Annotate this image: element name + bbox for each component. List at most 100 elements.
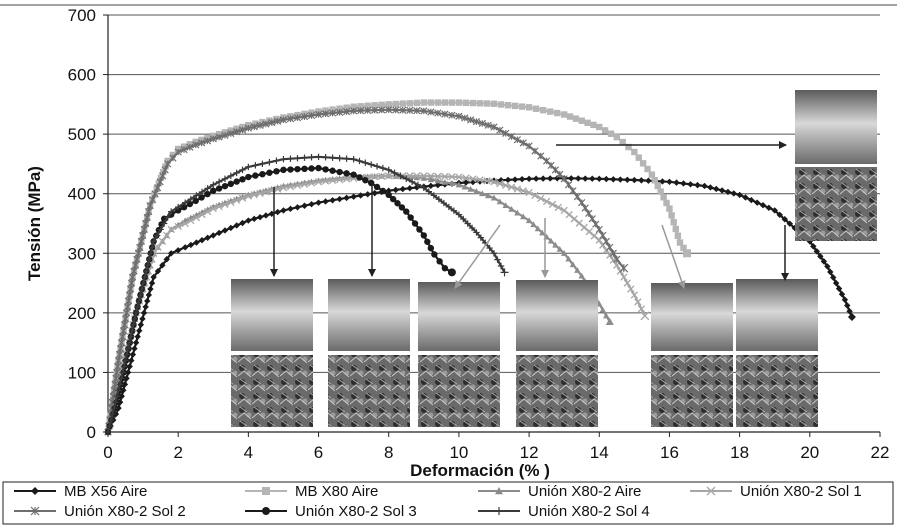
data-point	[373, 163, 381, 170]
data-point	[147, 250, 154, 257]
data-point	[771, 207, 778, 214]
data-point	[497, 177, 505, 184]
data-point	[335, 108, 344, 116]
data-point	[287, 155, 294, 162]
inset-specimen-photo	[328, 279, 410, 351]
data-point	[364, 106, 372, 115]
data-point	[448, 111, 456, 119]
data-point	[706, 486, 716, 496]
data-point	[832, 279, 840, 287]
y-tick-label: 700	[68, 6, 96, 25]
data-point	[109, 410, 116, 418]
data-point	[546, 175, 554, 182]
data-point	[435, 196, 443, 203]
x-tick-label: 20	[800, 443, 819, 462]
data-point	[507, 132, 516, 141]
data-point	[687, 181, 694, 188]
data-point	[209, 204, 217, 213]
data-point	[595, 225, 603, 234]
inset-specimen-photo	[418, 282, 500, 351]
data-point	[131, 261, 140, 269]
data-point	[174, 203, 182, 211]
data-point	[407, 214, 414, 221]
data-point	[683, 249, 691, 258]
data-point	[350, 103, 357, 110]
data-point	[115, 387, 122, 394]
data-point	[122, 357, 129, 364]
data-point	[651, 177, 659, 184]
data-point	[408, 178, 416, 185]
data-point	[245, 217, 252, 224]
data-point	[262, 212, 270, 219]
series-7	[104, 153, 509, 436]
data-point	[525, 142, 533, 150]
data-point	[610, 176, 617, 183]
data-point	[644, 165, 651, 173]
data-point	[245, 173, 252, 181]
data-point	[140, 279, 147, 287]
inset-fracture-photo	[651, 355, 733, 427]
data-point	[448, 99, 456, 106]
data-point	[259, 118, 266, 126]
data-point	[112, 399, 119, 406]
data-point	[461, 183, 468, 190]
data-point	[210, 232, 217, 239]
data-point	[141, 273, 149, 281]
data-point	[336, 195, 343, 203]
data-point	[127, 333, 134, 340]
data-point	[627, 285, 635, 293]
data-point	[469, 99, 477, 107]
data-point	[158, 237, 167, 246]
data-point	[476, 176, 484, 184]
legend-label: Unión X80-2 Aire	[528, 483, 641, 500]
data-point	[301, 154, 308, 161]
data-point	[113, 393, 121, 400]
data-point	[127, 279, 136, 287]
data-point	[215, 178, 223, 185]
data-point	[115, 350, 124, 359]
data-point	[159, 172, 167, 180]
data-point	[174, 247, 182, 254]
data-point	[113, 368, 121, 377]
data-point	[511, 176, 519, 183]
data-point	[238, 194, 247, 202]
data-point	[128, 273, 137, 281]
data-point	[140, 225, 148, 234]
data-point	[227, 180, 235, 188]
data-point	[187, 216, 195, 225]
data-point	[378, 172, 386, 180]
data-point	[193, 239, 200, 246]
data-point	[181, 219, 189, 228]
data-point	[187, 195, 195, 203]
data-point	[484, 121, 492, 129]
data-point	[581, 204, 589, 212]
x-tick-label: 22	[871, 443, 890, 462]
data-point	[434, 172, 442, 180]
data-point	[820, 258, 828, 265]
legend-item: MB X56 Aire	[14, 483, 147, 500]
data-point	[385, 191, 392, 199]
data-point	[447, 268, 456, 277]
data-point	[144, 262, 151, 269]
data-point	[132, 309, 140, 317]
data-point	[736, 191, 743, 199]
data-point	[186, 143, 194, 151]
data-point	[262, 487, 270, 495]
data-point	[314, 110, 323, 119]
data-point	[392, 100, 399, 108]
data-point	[553, 109, 561, 117]
data-point	[268, 119, 276, 127]
data-point	[287, 166, 294, 173]
data-point	[314, 178, 323, 186]
data-point	[507, 183, 516, 191]
data-point	[143, 267, 150, 275]
data-point	[120, 321, 129, 329]
data-point	[124, 369, 132, 376]
data-point	[117, 339, 126, 347]
data-point	[301, 165, 308, 173]
data-point	[759, 202, 767, 209]
data-point	[343, 104, 350, 111]
data-point	[620, 273, 628, 281]
data-point	[525, 188, 533, 197]
data-point	[163, 256, 170, 263]
